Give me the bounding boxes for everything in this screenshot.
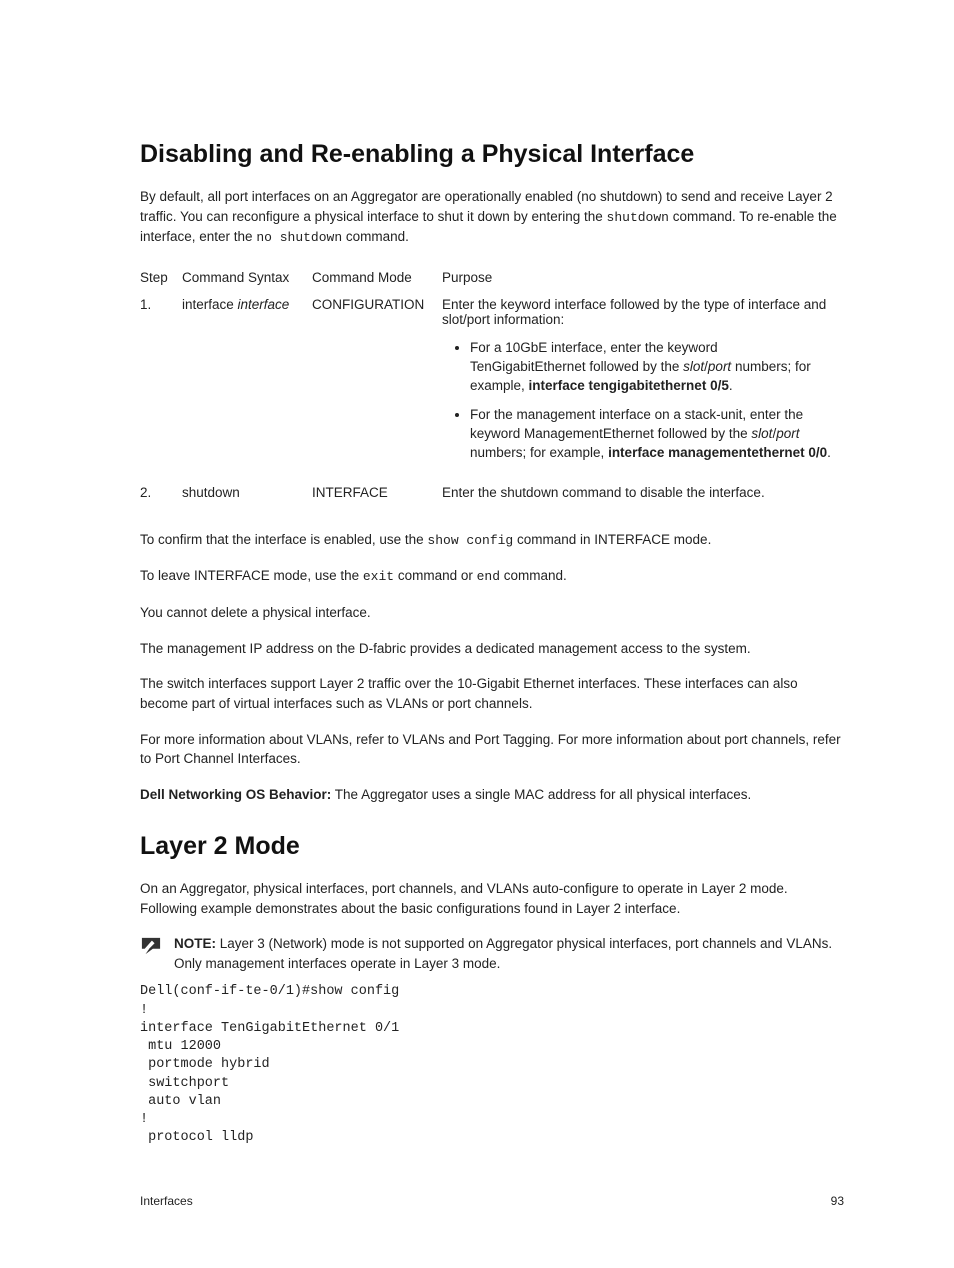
purpose-line-1: Enter the keyword interface followed by …: [442, 297, 826, 327]
cell-step-1: 1.: [140, 291, 182, 478]
note-text: NOTE: Layer 3 (Network) mode is not supp…: [174, 934, 844, 973]
syntax-pre: interface: [182, 297, 238, 312]
para-switch: The switch interfaces support Layer 2 tr…: [140, 674, 844, 713]
b1-bold: interface tengigabitethernet 0/5: [529, 378, 729, 393]
section-title-1: Disabling and Re-enabling a Physical Int…: [140, 140, 844, 169]
b2-bold: interface managementethernet 0/0: [608, 445, 827, 460]
intro-code-1: shutdown: [607, 210, 669, 225]
table-header-row: Step Command Syntax Command Mode Purpose: [140, 264, 844, 291]
purpose-bullets: For a 10GbE interface, enter the keyword…: [442, 339, 834, 462]
note-block: NOTE: Layer 3 (Network) mode is not supp…: [140, 934, 844, 973]
b2-b: numbers; for example,: [470, 445, 608, 460]
behavior-bold: Dell Networking OS Behavior:: [140, 787, 331, 802]
code-block: Dell(conf-if-te-0/1)#show config ! inter…: [140, 983, 844, 1147]
para-confirm: To confirm that the interface is enabled…: [140, 530, 844, 551]
cell-mode-2: INTERFACE: [312, 479, 442, 506]
document-page: Disabling and Re-enabling a Physical Int…: [0, 0, 954, 1268]
b2-c: .: [827, 445, 831, 460]
b1-c: .: [729, 378, 733, 393]
bullet-2: For the management interface on a stack-…: [470, 406, 834, 463]
footer-right: 93: [831, 1194, 844, 1208]
cell-syntax-2: shutdown: [182, 479, 312, 506]
intro-post: command.: [342, 229, 409, 244]
p1-b: command in INTERFACE mode.: [513, 532, 711, 547]
bullet-1: For a 10GbE interface, enter the keyword…: [470, 339, 834, 396]
cell-syntax-1: interface interface: [182, 291, 312, 478]
header-step: Step: [140, 264, 182, 291]
b2-slot: slot: [751, 426, 772, 441]
para-mgmt-ip: The management IP address on the D-fabri…: [140, 639, 844, 659]
b1-port: port: [708, 359, 731, 374]
section-title-2: Layer 2 Mode: [140, 832, 844, 861]
command-table: Step Command Syntax Command Mode Purpose…: [140, 264, 844, 505]
page-footer: Interfaces 93: [140, 1194, 844, 1208]
p2-c: command.: [500, 568, 567, 583]
note-body: Layer 3 (Network) mode is not supported …: [174, 936, 832, 971]
header-mode: Command Mode: [312, 264, 442, 291]
p2-b: command or: [394, 568, 477, 583]
note-label: NOTE:: [174, 936, 216, 951]
cell-purpose-2: Enter the shutdown command to disable th…: [442, 479, 844, 506]
layer2-intro: On an Aggregator, physical interfaces, p…: [140, 879, 844, 918]
cell-mode-1: CONFIGURATION: [312, 291, 442, 478]
p2-code1: exit: [363, 569, 394, 584]
para-delete: You cannot delete a physical interface.: [140, 603, 844, 623]
table-row: 2. shutdown INTERFACE Enter the shutdown…: [140, 479, 844, 506]
p2-code2: end: [477, 569, 500, 584]
intro-paragraph: By default, all port interfaces on an Ag…: [140, 187, 844, 248]
table-row: 1. interface interface CONFIGURATION Ent…: [140, 291, 844, 478]
p1-a: To confirm that the interface is enabled…: [140, 532, 427, 547]
para-behavior: Dell Networking OS Behavior: The Aggrega…: [140, 785, 844, 805]
behavior-text: The Aggregator uses a single MAC address…: [331, 787, 751, 802]
syntax-italic: interface: [238, 297, 290, 312]
footer-left: Interfaces: [140, 1194, 193, 1208]
b2-port: port: [776, 426, 799, 441]
b1-a: For a 10GbE interface, enter the keyword…: [470, 340, 718, 374]
header-purpose: Purpose: [442, 264, 844, 291]
p1-code: show config: [427, 533, 513, 548]
header-syntax: Command Syntax: [182, 264, 312, 291]
cell-purpose-1: Enter the keyword interface followed by …: [442, 291, 844, 478]
para-vlans: For more information about VLANs, refer …: [140, 730, 844, 769]
p2-a: To leave INTERFACE mode, use the: [140, 568, 363, 583]
cell-step-2: 2.: [140, 479, 182, 506]
intro-code-2: no shutdown: [256, 230, 342, 245]
b1-slot: slot: [683, 359, 704, 374]
para-leave: To leave INTERFACE mode, use the exit co…: [140, 566, 844, 587]
note-icon: [140, 936, 162, 956]
